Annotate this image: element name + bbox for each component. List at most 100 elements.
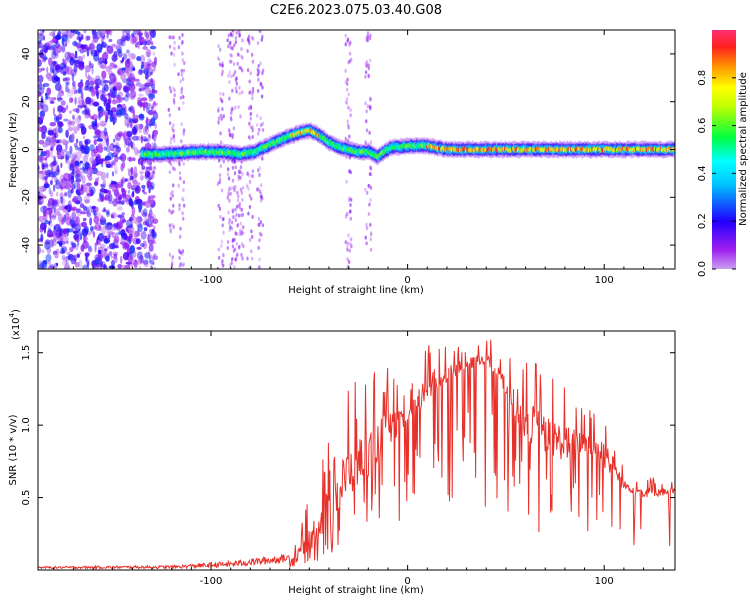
noise-cell bbox=[87, 175, 93, 181]
noise-cell bbox=[65, 39, 68, 46]
noise-cell bbox=[228, 133, 232, 138]
noise-cell bbox=[178, 256, 181, 260]
spectrogram-ytick-label: 20 bbox=[21, 95, 32, 108]
noise-cell bbox=[182, 198, 185, 203]
noise-cell bbox=[113, 149, 120, 155]
noise-cell bbox=[147, 63, 152, 67]
noise-cell bbox=[78, 115, 81, 120]
noise-cell bbox=[236, 198, 240, 203]
noise-cell bbox=[241, 38, 244, 43]
noise-cell bbox=[366, 190, 369, 195]
noise-cell bbox=[152, 68, 155, 73]
noise-cell bbox=[258, 257, 261, 262]
noise-cell bbox=[227, 167, 230, 172]
noise-cell bbox=[60, 30, 67, 36]
noise-cell bbox=[258, 222, 261, 227]
noise-cell bbox=[227, 44, 230, 49]
noise-cell bbox=[182, 132, 185, 137]
noise-cell bbox=[365, 128, 369, 133]
noise-cell bbox=[239, 114, 242, 119]
noise-cell bbox=[182, 188, 185, 193]
noise-cell bbox=[169, 140, 172, 145]
noise-cell bbox=[38, 171, 45, 180]
noise-cell bbox=[170, 137, 173, 141]
noise-cell bbox=[129, 245, 135, 254]
noise-cell bbox=[238, 33, 242, 38]
noise-cell bbox=[369, 140, 373, 145]
noise-cell bbox=[74, 96, 77, 105]
noise-cell bbox=[240, 207, 243, 212]
noise-cell bbox=[181, 211, 184, 216]
noise-cell bbox=[56, 164, 60, 173]
noise-cell bbox=[111, 162, 116, 166]
noise-cell bbox=[73, 65, 78, 74]
noise-cell bbox=[344, 42, 347, 47]
noise-cell bbox=[181, 196, 184, 201]
noise-cell bbox=[121, 176, 126, 183]
noise-cell bbox=[256, 88, 260, 93]
noise-cell bbox=[72, 152, 77, 161]
noise-cell bbox=[82, 135, 86, 140]
noise-cell bbox=[259, 82, 262, 87]
noise-cell bbox=[220, 116, 223, 121]
noise-cell bbox=[143, 226, 148, 232]
noise-cell bbox=[231, 106, 234, 111]
noise-cell bbox=[222, 253, 225, 258]
noise-cell bbox=[217, 116, 221, 121]
noise-cell bbox=[81, 175, 86, 185]
noise-cell bbox=[49, 239, 54, 248]
noise-cell bbox=[79, 232, 83, 241]
noise-cell bbox=[146, 166, 151, 170]
noise-cell bbox=[41, 199, 45, 204]
noise-cell bbox=[181, 33, 184, 37]
noise-cell bbox=[143, 260, 149, 268]
noise-cell bbox=[125, 32, 131, 42]
noise-cell bbox=[75, 138, 79, 144]
noise-cell bbox=[106, 93, 112, 97]
noise-cell bbox=[103, 207, 106, 212]
noise-cell bbox=[137, 99, 143, 107]
noise-cell bbox=[60, 162, 63, 168]
noise-cell bbox=[132, 179, 138, 185]
noise-cell bbox=[91, 30, 97, 36]
noise-cell bbox=[248, 205, 252, 209]
noise-cell bbox=[75, 150, 82, 160]
noise-cell bbox=[151, 185, 154, 190]
noise-cell bbox=[94, 257, 101, 265]
noise-cell bbox=[349, 40, 352, 45]
noise-cell bbox=[135, 43, 138, 48]
noise-cell bbox=[180, 139, 183, 144]
noise-cell bbox=[146, 180, 152, 188]
noise-cell bbox=[179, 234, 182, 239]
noise-cell bbox=[234, 36, 238, 41]
noise-cell bbox=[66, 251, 71, 255]
noise-cell bbox=[258, 173, 261, 177]
noise-cell bbox=[60, 196, 64, 204]
noise-cell bbox=[234, 105, 237, 110]
noise-cell bbox=[63, 214, 66, 223]
noise-cell bbox=[256, 67, 259, 72]
noise-cell bbox=[233, 215, 236, 219]
noise-cell bbox=[348, 134, 351, 139]
noise-cell bbox=[179, 263, 182, 267]
snr-ytick-label: 0.5 bbox=[21, 490, 32, 506]
noise-cell bbox=[246, 49, 249, 53]
noise-cell bbox=[55, 44, 63, 53]
noise-cell bbox=[75, 208, 81, 214]
noise-cell bbox=[258, 189, 262, 194]
noise-cell bbox=[369, 222, 372, 227]
noise-cell bbox=[115, 232, 122, 236]
noise-cell bbox=[75, 178, 82, 183]
noise-cell bbox=[120, 73, 127, 81]
noise-cell bbox=[233, 237, 236, 242]
noise-cell bbox=[140, 174, 144, 181]
noise-cell bbox=[248, 79, 251, 84]
noise-cell bbox=[119, 107, 126, 116]
noise-cell bbox=[129, 233, 133, 240]
noise-cell bbox=[154, 122, 157, 129]
noise-cell bbox=[239, 175, 242, 180]
snr-xlabel: Height of straight line (km) bbox=[288, 585, 424, 596]
noise-cell bbox=[124, 59, 131, 68]
noise-cell bbox=[247, 187, 250, 192]
noise-cell bbox=[42, 35, 46, 41]
